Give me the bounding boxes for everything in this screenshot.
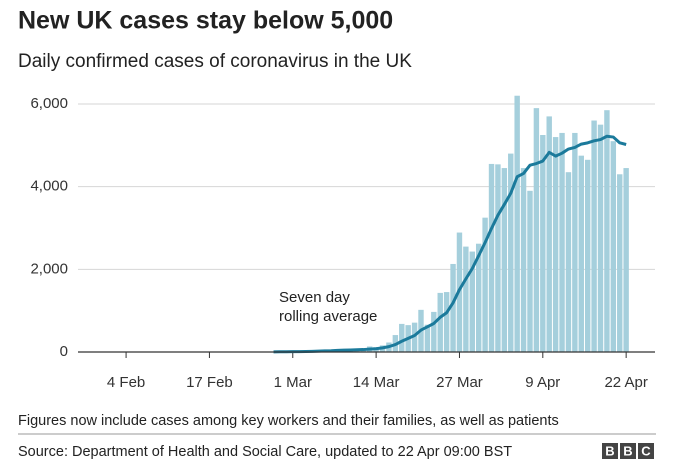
bar	[584, 159, 591, 352]
bar	[443, 292, 450, 352]
x-tick-label: 17 Feb	[186, 374, 233, 391]
bar	[495, 164, 501, 352]
bar	[617, 174, 623, 352]
bar	[552, 137, 559, 352]
y-tick-label: 2,000	[30, 260, 68, 277]
bar	[533, 108, 540, 352]
bar	[488, 163, 495, 352]
x-tick-label: 27 Mar	[436, 374, 483, 391]
bar	[437, 292, 443, 352]
bar	[399, 323, 405, 352]
bar	[463, 246, 469, 352]
logo-box	[638, 443, 654, 459]
bar	[482, 217, 488, 352]
chart-title: New UK cases stay below 5,000	[18, 7, 393, 35]
y-tick-label: 0	[60, 343, 68, 360]
line-label: Seven day	[279, 289, 350, 306]
bar	[450, 263, 456, 352]
y-tick-label: 4,000	[30, 178, 68, 195]
x-tick-label: 22 Apr	[604, 374, 647, 391]
bar	[546, 116, 552, 353]
bar	[520, 168, 527, 352]
bar	[623, 168, 629, 352]
bar	[411, 322, 418, 352]
bar	[424, 324, 431, 352]
bar	[591, 120, 597, 353]
bar	[559, 132, 565, 352]
logo-letter: B	[605, 443, 614, 458]
y-tick-label: 6,000	[30, 95, 68, 112]
bar	[475, 243, 482, 352]
x-tick-label: 1 Mar	[274, 374, 312, 391]
x-tick-label: 14 Mar	[353, 374, 400, 391]
bar	[572, 132, 578, 352]
bar	[431, 311, 437, 352]
bar	[508, 153, 514, 352]
bar	[597, 124, 604, 353]
logo-box	[602, 443, 618, 459]
bar	[469, 251, 475, 352]
line	[273, 134, 627, 354]
line-label: rolling average	[279, 308, 377, 325]
logo-letter: B	[623, 443, 632, 458]
bar	[527, 190, 533, 352]
x-tick-label: 4 Feb	[107, 374, 145, 391]
bar	[604, 110, 610, 352]
x-tick-label: 9 Apr	[525, 374, 560, 391]
bar	[578, 155, 584, 352]
footnote: Figures now include cases among key work…	[18, 413, 559, 429]
logo-letter: C	[641, 443, 651, 458]
bar	[501, 168, 508, 352]
chart-subtitle: Daily confirmed cases of coronavirus in …	[18, 51, 412, 72]
bar	[565, 172, 572, 352]
bar	[514, 95, 520, 352]
logo-box	[620, 443, 636, 459]
bar	[540, 135, 546, 352]
bar	[610, 141, 617, 352]
source: Source: Department of Health and Social …	[18, 444, 512, 460]
